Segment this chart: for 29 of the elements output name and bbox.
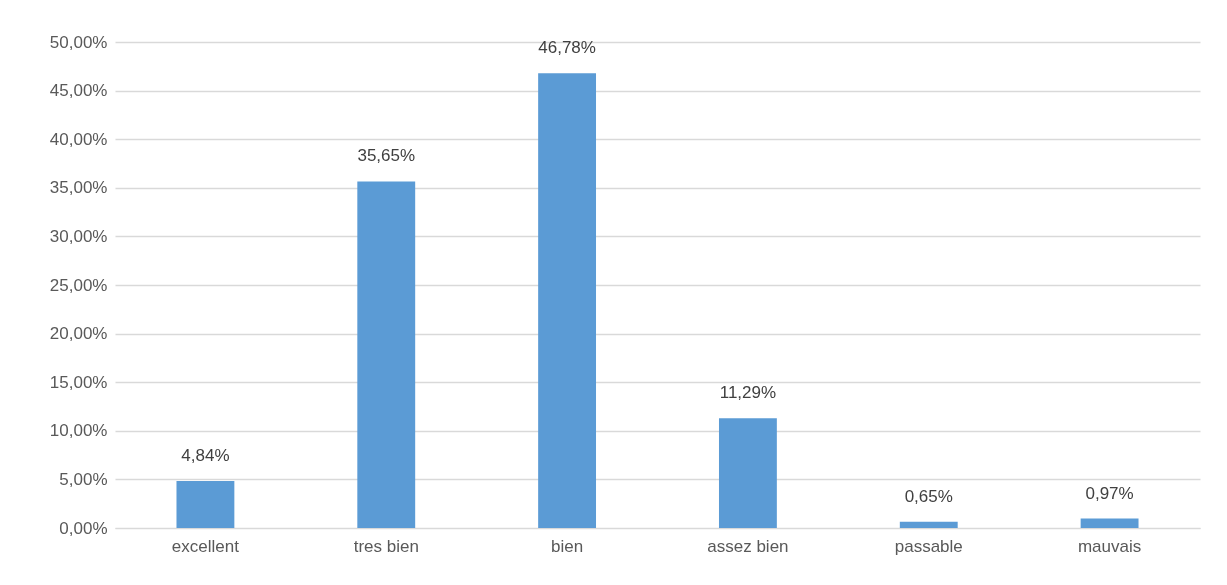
y-tick-label: 40,00% bbox=[49, 129, 108, 149]
data-label: 0,65% bbox=[904, 486, 953, 506]
x-tick-label: excellent bbox=[171, 536, 240, 556]
data-label: 35,65% bbox=[357, 146, 416, 166]
data-label: 11,29% bbox=[719, 383, 777, 403]
y-tick-label: 35,00% bbox=[49, 178, 108, 198]
y-tick-label: 45,00% bbox=[49, 81, 108, 101]
y-tick-label: 0,00% bbox=[59, 518, 108, 538]
bar bbox=[176, 480, 235, 528]
bar bbox=[718, 418, 777, 528]
data-label: 46,78% bbox=[538, 38, 596, 58]
data-label: 0,97% bbox=[1085, 483, 1134, 503]
y-tick-label: 25,00% bbox=[49, 275, 108, 295]
x-tick-label: tres bien bbox=[353, 536, 419, 556]
data-label: 4,84% bbox=[181, 445, 230, 465]
bar bbox=[1080, 518, 1139, 528]
bar bbox=[357, 181, 416, 528]
y-tick-label: 50,00% bbox=[49, 32, 108, 52]
y-tick-label: 10,00% bbox=[49, 421, 108, 441]
x-tick-label: mauvais bbox=[1077, 536, 1142, 556]
x-tick-label: bien bbox=[551, 536, 584, 556]
bar bbox=[538, 73, 597, 528]
x-tick-label: assez bien bbox=[707, 536, 789, 556]
y-tick-label: 30,00% bbox=[49, 226, 108, 246]
y-tick-label: 5,00% bbox=[59, 469, 108, 489]
y-tick-label: 15,00% bbox=[49, 372, 108, 392]
x-tick-label: passable bbox=[894, 536, 963, 556]
y-tick-label: 20,00% bbox=[49, 324, 108, 344]
bar bbox=[899, 521, 958, 528]
